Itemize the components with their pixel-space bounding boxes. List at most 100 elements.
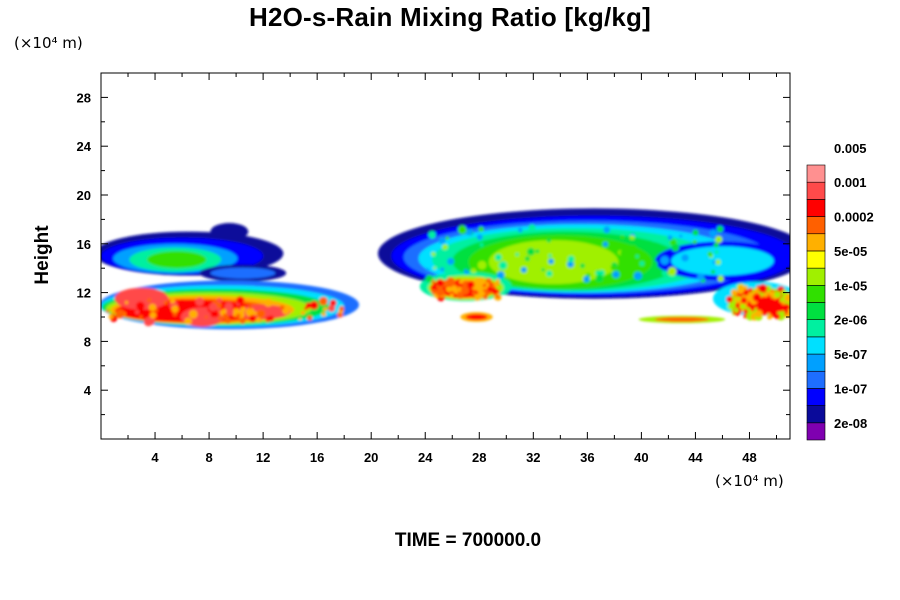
contour-speckle — [633, 271, 643, 280]
contour-speckle — [210, 309, 219, 318]
colorbar-cell — [806, 199, 826, 217]
x-tick-label: 20 — [364, 450, 378, 465]
contour-speckle — [737, 284, 746, 293]
contour-speckle — [748, 287, 753, 293]
contour-speckle — [446, 277, 456, 286]
contour-speckle — [319, 296, 328, 306]
contour-speckle — [709, 229, 718, 238]
y-tick-label: 16 — [77, 237, 91, 252]
contour-speckle — [610, 265, 616, 271]
colorbar-label: 2e-08 — [834, 416, 867, 431]
contour-speckle — [667, 266, 677, 276]
contour-speckle — [268, 315, 275, 322]
colorbar-cell — [806, 267, 826, 286]
contour-speckle — [298, 317, 302, 321]
contour-speckle — [164, 308, 169, 313]
contour-speckle — [466, 266, 471, 271]
contour-speckle — [774, 313, 781, 320]
contour-speckle — [758, 284, 768, 293]
contour-region — [465, 313, 488, 321]
contour-speckle — [264, 298, 273, 307]
contour-speckle — [496, 271, 505, 279]
x-tick-label: 24 — [418, 450, 433, 465]
contour-speckle — [651, 260, 658, 267]
contour-speckle — [458, 279, 464, 284]
contour-speckle — [498, 261, 508, 270]
contour-speckle — [785, 293, 790, 301]
contour-speckle — [775, 298, 781, 303]
contour-speckle — [440, 267, 445, 272]
contour-speckle — [652, 238, 656, 242]
contour-speckle — [717, 275, 724, 282]
contour-region — [654, 317, 709, 322]
contour-speckle — [222, 313, 229, 320]
colorbar-cell — [806, 302, 826, 320]
y-tick-label: 24 — [77, 139, 92, 154]
contour-speckle — [146, 298, 152, 303]
x-tick-label: 44 — [688, 450, 703, 465]
colorbar-label: 2e-06 — [834, 313, 867, 328]
contour-speckle — [321, 312, 327, 317]
contour-speckle — [735, 302, 740, 308]
y-unit-label: (×10⁴ m) — [14, 34, 83, 52]
contour-speckle — [661, 270, 668, 276]
contour-speckle — [240, 318, 246, 324]
contour-speckle — [211, 317, 218, 324]
contour-speckle — [740, 303, 746, 309]
contour-speckle — [743, 309, 749, 314]
contour-speckle — [208, 303, 218, 312]
colorbar-label: 0.005 — [834, 141, 867, 156]
contour-speckle — [245, 307, 255, 317]
y-axis: 4 8 12 16 20 24 28 — [77, 90, 790, 416]
contour-speckle — [236, 313, 241, 318]
contour-speckle — [620, 250, 625, 256]
colorbar-label: 0.001 — [834, 175, 867, 190]
contour-speckle — [452, 293, 457, 298]
contour-speckle — [714, 249, 719, 255]
contour-speckle — [442, 244, 448, 250]
contour-speckle — [470, 268, 477, 274]
contour-speckle — [204, 315, 208, 319]
x-tick-label: 28 — [472, 450, 486, 465]
contour-speckle — [240, 306, 246, 313]
contour-speckle — [248, 315, 257, 323]
time-label: TIME = 700000.0 — [394, 530, 542, 551]
contour-speckle — [548, 254, 552, 258]
colorbar-cell — [806, 250, 826, 269]
contour-speckle — [733, 307, 739, 313]
contour-speckle — [595, 270, 600, 276]
contour-speckle — [450, 285, 458, 293]
contour-speckle — [567, 255, 575, 263]
contour-speckle — [692, 229, 699, 236]
contour-speckle — [337, 311, 344, 318]
contour-speckle — [477, 269, 481, 273]
contour-speckle — [494, 254, 502, 261]
contour-speckle — [780, 310, 785, 316]
contour-speckle — [566, 260, 574, 268]
contour-speckle — [781, 301, 786, 305]
contour-speckle — [447, 257, 455, 265]
contour-speckle — [767, 314, 773, 320]
contour-speckle — [425, 268, 429, 272]
contour-speckle — [602, 241, 608, 247]
contour-speckle — [323, 307, 328, 312]
contour-speckle — [620, 234, 625, 239]
contour-speckle — [639, 261, 645, 266]
colorbar-label: 5e-07 — [834, 347, 867, 362]
colorbar-cell — [806, 164, 826, 183]
colorbar-label: 0.0002 — [834, 210, 874, 225]
colorbar-cell — [806, 422, 826, 441]
contour-speckle — [163, 300, 168, 305]
contour-region — [210, 267, 276, 279]
contour-speckle — [692, 239, 697, 244]
colorbar-cell — [806, 216, 826, 235]
contour-speckle — [483, 294, 488, 300]
contour-speckle — [667, 235, 673, 241]
contour-speckle — [171, 305, 179, 313]
x-tick-label: 16 — [310, 450, 324, 465]
contour-speckle — [768, 290, 775, 297]
contour-speckle — [256, 309, 266, 319]
colorbar-cell — [806, 370, 826, 389]
contour-speckle — [216, 307, 221, 312]
contour-speckle — [236, 296, 245, 305]
